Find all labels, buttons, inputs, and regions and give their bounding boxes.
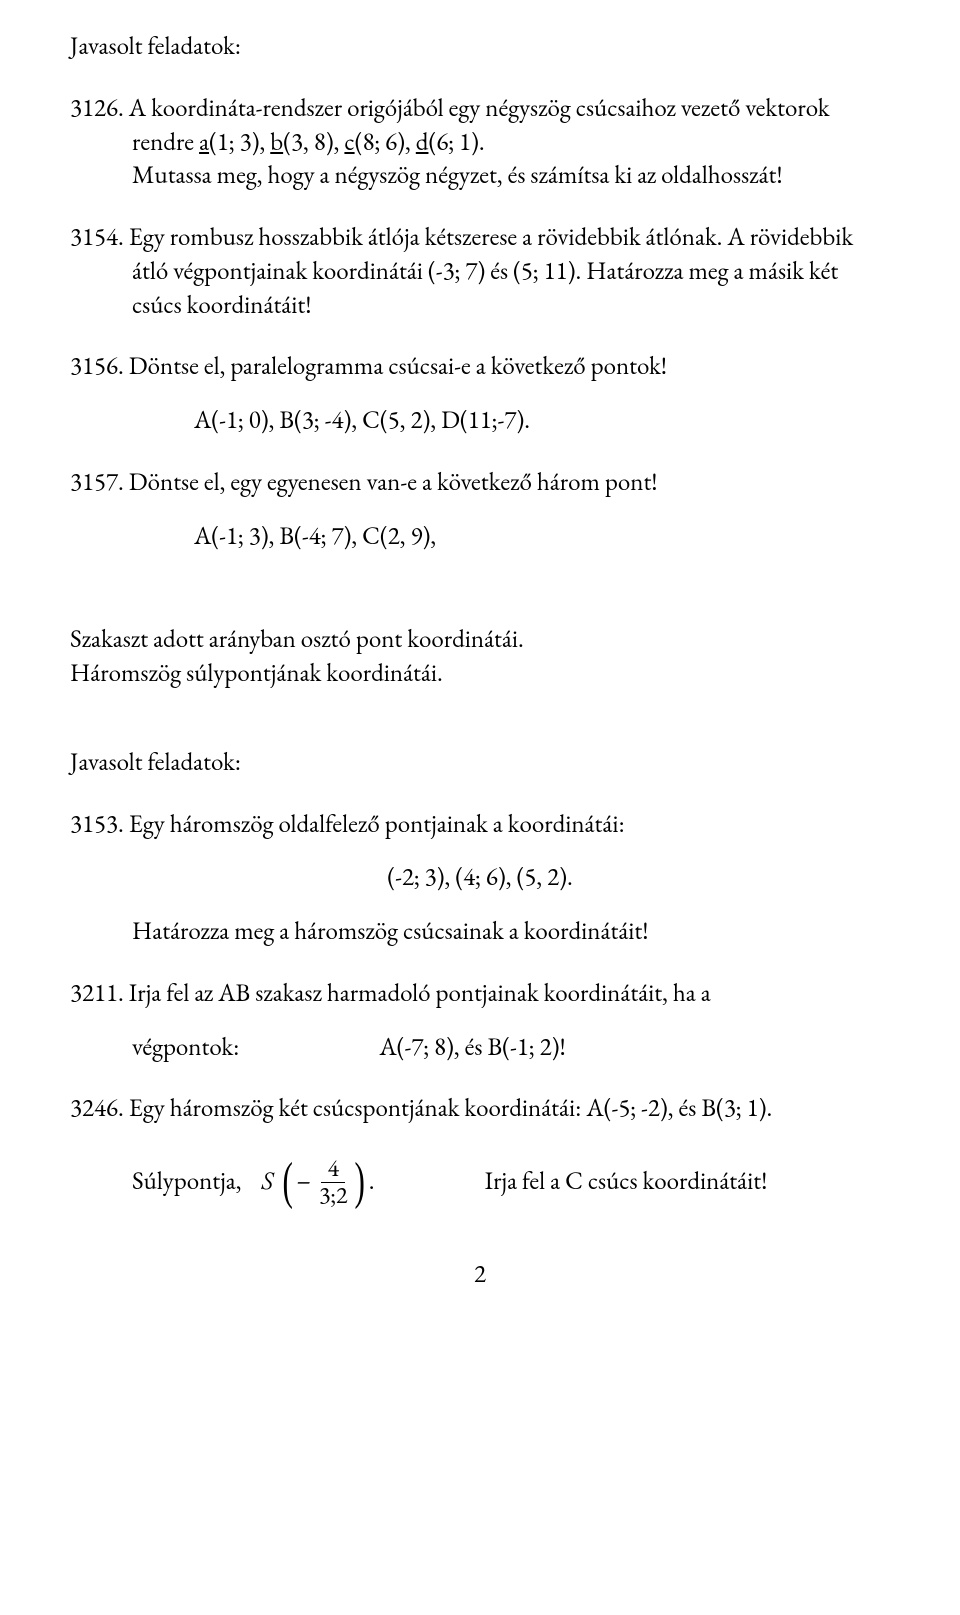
centroid-line: Súlypontja, S ( − 4 3;2 ) . Irja fel a C…: [70, 1156, 890, 1208]
text: (8; 6),: [355, 126, 416, 158]
text: Irja fel az AB szakasz harmadoló pontjai…: [124, 977, 711, 1009]
subsection-heading-1: Szakaszt adott arányban osztó pont koord…: [70, 623, 890, 657]
points-line: A(-1; 0), B(3; -4), C(5, 2), D(11;-7).: [70, 404, 890, 438]
points-line: (-2; 3), (4; 6), (5, 2).: [70, 861, 890, 895]
problem-3154: 3154. Egy rombusz hosszabbik átlója kéts…: [70, 221, 890, 322]
problem-3211: 3211. Irja fel az AB szakasz harmadoló p…: [70, 977, 890, 1065]
text: (1; 3),: [209, 126, 270, 158]
text: Döntse el, paralelogramma csúcsai-e a kö…: [124, 350, 667, 382]
problem-number: 3211.: [70, 977, 124, 1009]
problem-3246: 3246. Egy háromszög két csúcspontjának k…: [70, 1092, 890, 1208]
points-line: A(-1; 3), B(-4; 7), C(2, 9),: [70, 520, 890, 554]
problem-text: 3157. Döntse el, egy egyenesen van-e a k…: [70, 466, 890, 500]
fraction: 4 3;2: [315, 1157, 352, 1208]
problem-3156: 3156. Döntse el, paralelogramma csúcsai-…: [70, 350, 890, 438]
problem-text: 3211. Irja fel az AB szakasz harmadoló p…: [70, 977, 890, 1011]
vector-a: a: [199, 126, 209, 158]
problem-number: 3126.: [70, 92, 124, 124]
problem-text: 3126. A koordináta-rendszer origójából e…: [70, 92, 890, 160]
problem-text-line2: Határozza meg a háromszög csúcsainak a k…: [70, 915, 890, 949]
problem-text-line2: végpontok: A(-7; 8), és B(-1; 2)!: [70, 1031, 890, 1065]
problem-3157: 3157. Döntse el, egy egyenesen van-e a k…: [70, 466, 890, 554]
section-heading-2: Javasolt feladatok:: [70, 746, 890, 780]
text: (3, 8),: [283, 126, 344, 158]
problem-text: 3153. Egy háromszög oldalfelező pontjain…: [70, 808, 890, 842]
text: Döntse el, egy egyenesen van-e a követke…: [124, 466, 658, 498]
problem-text-line2: Mutassa meg, hogy a négyszög négyzet, és…: [70, 159, 890, 193]
centroid-value: ( − 4 3;2 ): [279, 1156, 369, 1208]
text: Egy háromszög oldalfelező pontjainak a k…: [124, 808, 625, 840]
problem-number: 3157.: [70, 466, 124, 498]
problem-number: 3153.: [70, 808, 124, 840]
fraction-top: 4: [321, 1157, 345, 1183]
fraction-bottom: 3;2: [317, 1183, 350, 1208]
vector-b: b: [270, 126, 283, 158]
subsection-heading-2: Háromszög súlypontjának koordinátái.: [70, 657, 890, 691]
vector-c: c: [344, 126, 354, 158]
paren-right-icon: ): [355, 1156, 365, 1208]
minus-sign: −: [297, 1166, 315, 1198]
problem-number: 3156.: [70, 350, 124, 382]
section-heading: Javasolt feladatok:: [70, 30, 890, 64]
problem-number: 3154.: [70, 221, 124, 253]
problem-text: 3246. Egy háromszög két csúcspontjának k…: [70, 1092, 890, 1126]
problem-text: 3154. Egy rombusz hosszabbik átlója kéts…: [70, 221, 890, 322]
problem-text: 3156. Döntse el, paralelogramma csúcsai-…: [70, 350, 890, 384]
paren-left-icon: (: [283, 1156, 293, 1208]
values: A(-7; 8), és B(-1; 2)!: [379, 1031, 565, 1063]
s-letter: S: [262, 1165, 274, 1199]
instruction: Irja fel a C csúcs koordinátáit!: [485, 1165, 768, 1199]
vector-d: d: [416, 126, 429, 158]
period: .: [369, 1165, 375, 1199]
label: végpontok:: [132, 1031, 239, 1063]
label: Súlypontja,: [132, 1165, 242, 1199]
page-number: 2: [70, 1258, 890, 1292]
text: Egy rombusz hosszabbik átlója kétszerese…: [124, 221, 853, 321]
problem-3153: 3153. Egy háromszög oldalfelező pontjain…: [70, 808, 890, 949]
text: (6; 1).: [428, 126, 484, 158]
text: Egy háromszög két csúcspontjának koordin…: [124, 1092, 772, 1124]
problem-number: 3246.: [70, 1092, 124, 1124]
problem-3126: 3126. A koordináta-rendszer origójából e…: [70, 92, 890, 193]
